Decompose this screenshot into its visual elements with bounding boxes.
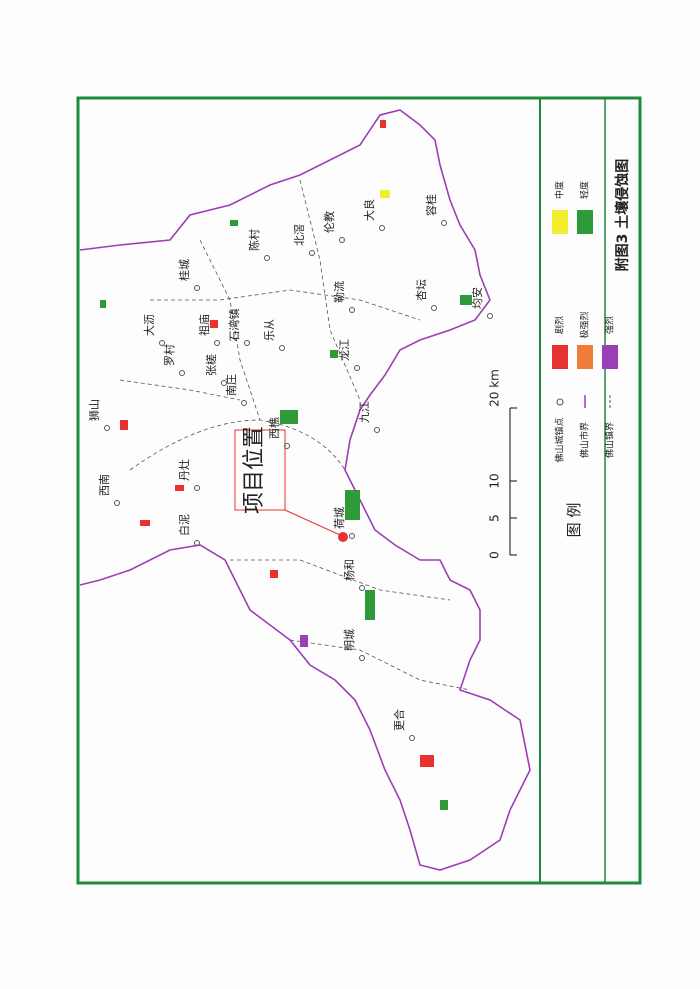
- town-dot: [309, 250, 315, 256]
- project-box: [234, 429, 286, 511]
- place-name: 龙江: [338, 339, 351, 361]
- town-dot: [279, 345, 285, 351]
- place-name: 杨和: [342, 559, 356, 581]
- legend-label: 佛山镇界: [604, 422, 616, 458]
- place-name: 均安: [470, 287, 484, 309]
- town-dot: [194, 540, 200, 546]
- town-dot: [221, 380, 227, 386]
- legend-swatch: [552, 210, 568, 234]
- town-dot: [379, 225, 385, 231]
- town-dot: [374, 427, 380, 433]
- place-name: 陈村: [247, 229, 261, 251]
- place-name: 明城: [343, 629, 356, 651]
- frame: [76, 96, 642, 885]
- legend-label: 剧烈: [555, 316, 566, 334]
- scale-label: 10: [488, 473, 502, 488]
- scale-label: 5: [488, 514, 502, 522]
- legend-label: 中度: [554, 181, 566, 199]
- town-dot: [264, 255, 270, 261]
- town-dot: [104, 425, 110, 431]
- scale-label: 20 km: [488, 369, 502, 407]
- place-name: 更合: [392, 709, 406, 731]
- town-dot: [359, 585, 365, 591]
- place-name: 桂城: [177, 259, 191, 281]
- legend-swatch: [602, 345, 618, 369]
- place-name: 石湾镇: [227, 309, 241, 342]
- legend-heading: 图 例: [565, 503, 583, 538]
- place-name: 白泥: [177, 514, 191, 536]
- place-name: 丹灶: [178, 459, 191, 481]
- legend-swatch: [552, 345, 568, 369]
- project-point: [338, 532, 348, 542]
- town-dot: [241, 400, 247, 406]
- place-name: 大沥: [142, 314, 156, 336]
- town-dot: [194, 285, 200, 291]
- place-name: 大良: [362, 199, 376, 221]
- place-name: 张槎: [204, 354, 218, 376]
- project-leader: [284, 509, 341, 536]
- town-dot: [354, 365, 360, 371]
- town-dot: [114, 500, 120, 506]
- legend-label: 极强烈: [579, 311, 591, 338]
- town-dot: [431, 305, 437, 311]
- place-name: 南庄: [224, 374, 238, 396]
- legend-swatch: [577, 210, 593, 234]
- map-title: 附图3 土壤侵蚀图: [614, 159, 631, 272]
- place-name: 杏坛: [415, 279, 428, 301]
- scale-label: 0: [488, 551, 502, 559]
- city-boundary: [79, 109, 531, 871]
- legend-label: 强烈: [605, 316, 616, 334]
- legend-label: 佛山城镇点: [554, 417, 566, 462]
- town-dot: [194, 485, 200, 491]
- place-name: 乐从: [263, 319, 276, 341]
- project-label: 项目位置: [242, 426, 267, 514]
- town-dot: [214, 340, 220, 346]
- legend-label: 轻度: [579, 181, 591, 199]
- erosion-patches: [100, 120, 472, 810]
- town-dot: [441, 220, 447, 226]
- town-dot: [359, 655, 365, 661]
- place-name: 西樵: [267, 417, 281, 439]
- town-dot: [244, 340, 250, 346]
- place-name: 狮山: [88, 399, 101, 421]
- legend-town-dot: [556, 398, 564, 406]
- place-name: 西南: [98, 474, 111, 496]
- town-dot: [179, 370, 185, 376]
- town-dot: [349, 533, 355, 539]
- legend-label: 佛山市界: [579, 422, 591, 458]
- place-name: 罗村: [162, 344, 176, 366]
- place-name: 祖庙: [197, 314, 211, 336]
- town-dot: [284, 443, 290, 449]
- legend-swatch: [577, 345, 593, 369]
- scale-bar: [509, 407, 517, 556]
- place-name: 荷城: [333, 507, 346, 529]
- place-name: 北滘: [293, 224, 306, 246]
- place-name: 伦教: [322, 211, 336, 233]
- place-name: 勒流: [332, 281, 346, 303]
- town-dot: [339, 237, 345, 243]
- town-boundaries: [119, 179, 471, 691]
- town-dot: [409, 735, 415, 741]
- town-dot: [159, 340, 165, 346]
- place-name: 九江: [358, 401, 371, 423]
- town-dot: [487, 313, 493, 319]
- town-dot: [349, 307, 355, 313]
- place-name: 容桂: [424, 194, 438, 216]
